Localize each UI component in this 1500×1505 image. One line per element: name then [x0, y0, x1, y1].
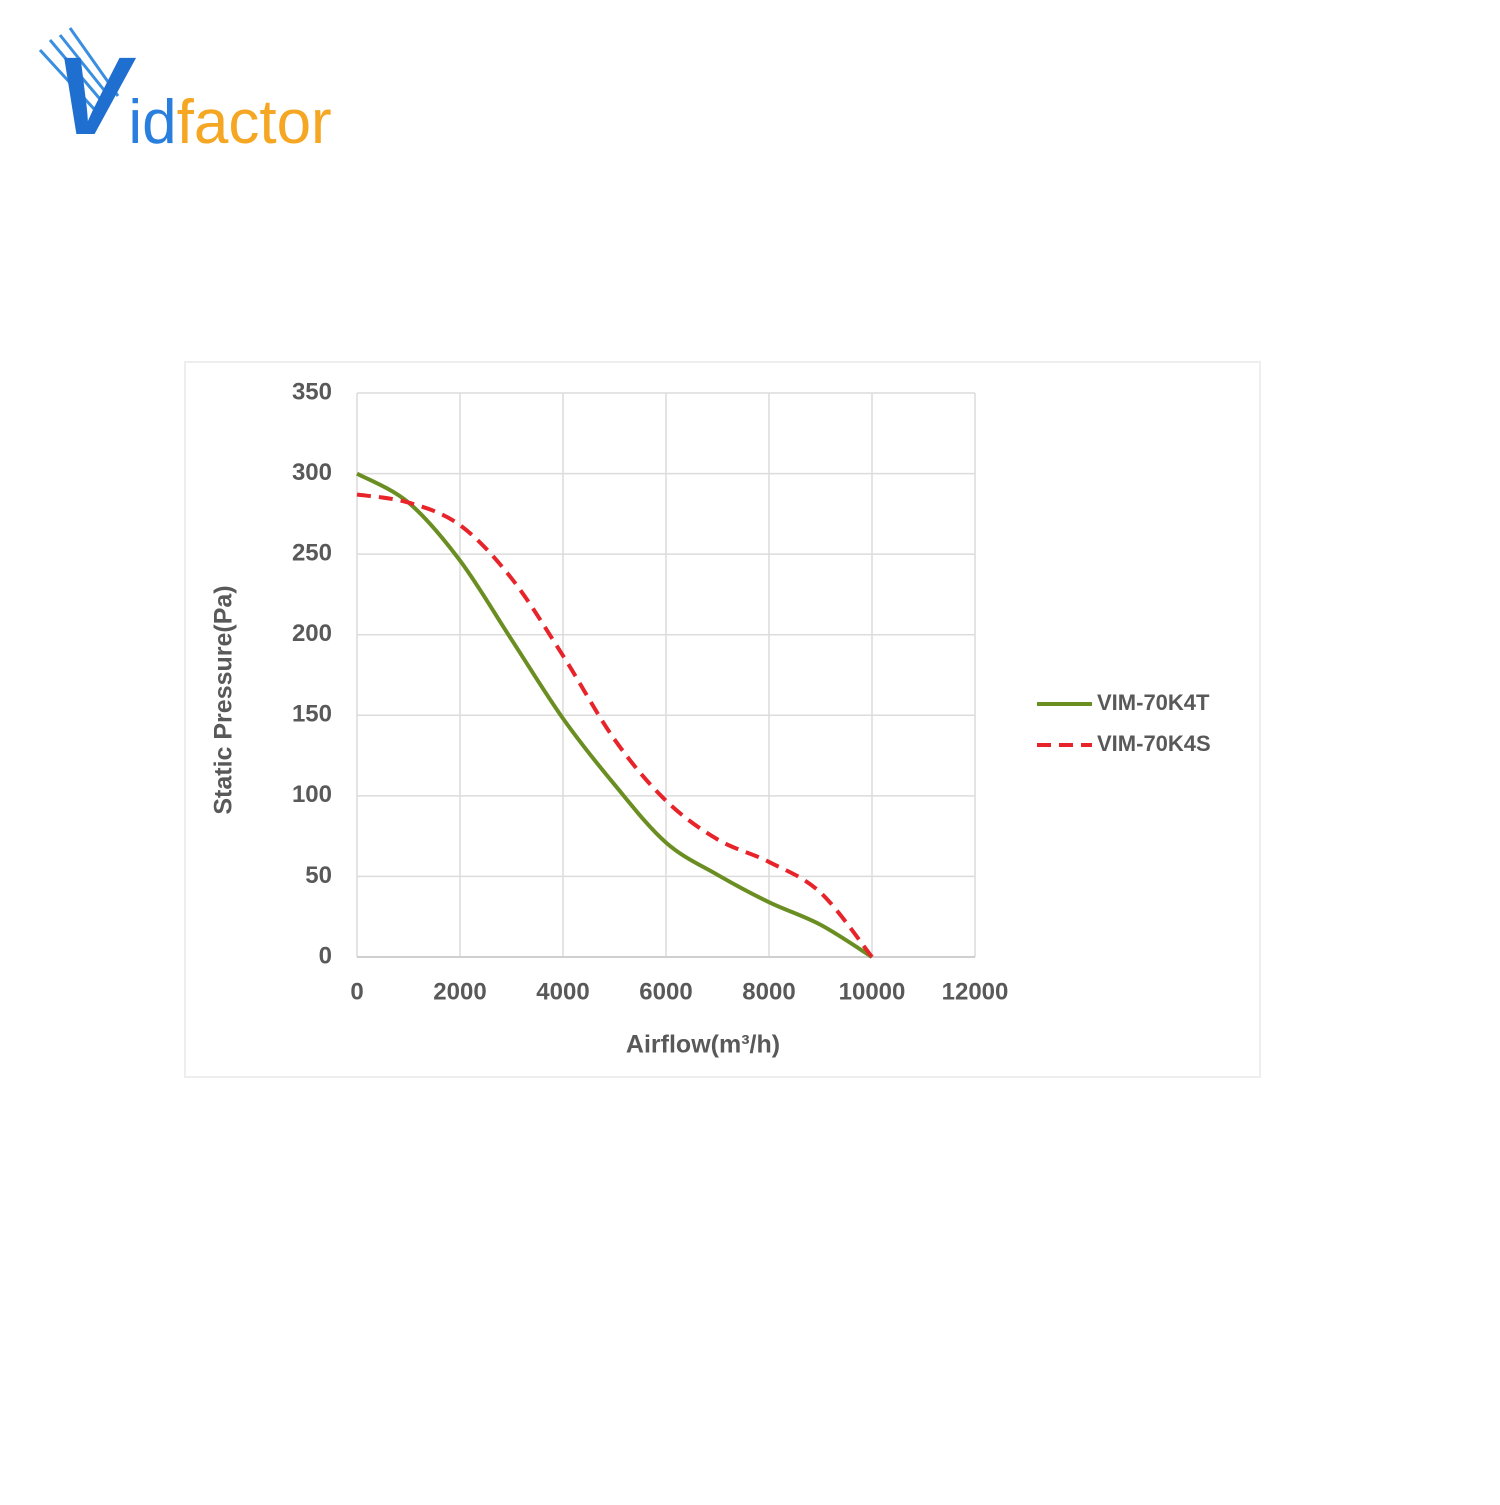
- y-tick-label: 300: [292, 459, 332, 486]
- x-tick-label: 0: [350, 978, 363, 1005]
- x-tick-label: 4000: [536, 978, 589, 1005]
- y-tick-label: 350: [292, 378, 332, 405]
- legend-label: VIM-70K4T: [1097, 690, 1210, 715]
- x-axis-title: Airflow(m³/h): [626, 1031, 780, 1059]
- x-tick-label: 10000: [839, 978, 906, 1005]
- series-line: [356, 492, 874, 959]
- legend-label: VIM-70K4S: [1097, 731, 1211, 756]
- y-tick-label: 200: [292, 620, 332, 647]
- x-tick-label: 8000: [742, 978, 795, 1005]
- y-tick-label: 250: [292, 539, 332, 566]
- y-tick-label: 150: [292, 701, 332, 728]
- y-tick-label: 50: [305, 862, 332, 889]
- y-tick-label: 0: [319, 942, 332, 969]
- logo-v: Vidfactor: [55, 35, 332, 158]
- logo-feathers: [38, 27, 120, 112]
- logo: Vidfactor: [38, 27, 332, 158]
- y-tick-label: 100: [292, 781, 332, 808]
- y-axis-title: Static Pressure(Pa): [210, 585, 238, 814]
- logo-part: V: [55, 35, 137, 158]
- logo-part: id: [128, 88, 176, 157]
- series-line: [356, 471, 874, 959]
- x-tick-label: 2000: [433, 978, 486, 1005]
- logo-part: factor: [177, 88, 332, 157]
- chart: 0 50 100 150 200 250 300 350 0 2000 4000 6000 8000 10…: [292, 378, 1211, 1005]
- x-tick-label: 12000: [942, 978, 1009, 1005]
- x-tick-label: 6000: [639, 978, 692, 1005]
- chart-frame: [184, 361, 1261, 1078]
